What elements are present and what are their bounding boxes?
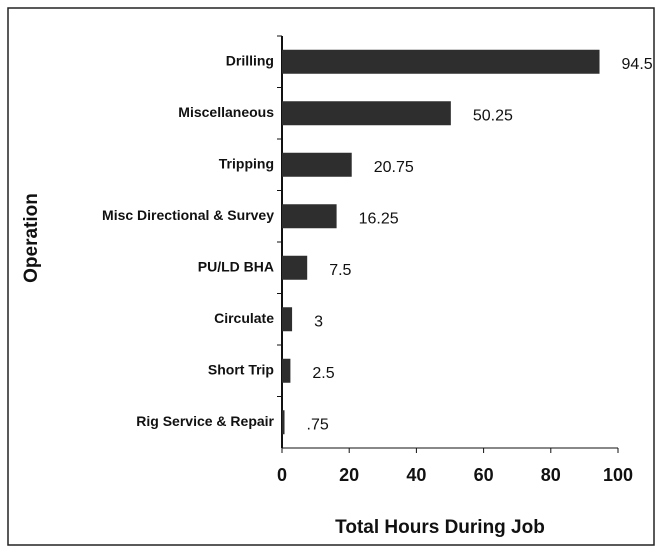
x-tick-label: 80 xyxy=(541,465,561,485)
y-tick-label: Tripping xyxy=(219,155,274,171)
value-label: 7.5 xyxy=(329,262,351,279)
x-tick-label: 0 xyxy=(277,465,287,485)
bar xyxy=(282,307,293,332)
chart-frame xyxy=(7,7,655,546)
value-label: 3 xyxy=(314,313,323,330)
value-label: 50.25 xyxy=(473,107,513,124)
bar xyxy=(282,101,451,126)
y-axis-title: Operation xyxy=(21,193,42,283)
x-tick-label: 60 xyxy=(474,465,494,485)
x-axis-title: Total Hours During Job xyxy=(335,517,545,538)
x-tick-label: 20 xyxy=(339,465,359,485)
bar xyxy=(282,358,291,383)
value-label: 2.5 xyxy=(312,365,334,382)
bar xyxy=(282,255,308,280)
value-label: 94.5 xyxy=(622,56,653,73)
y-tick-label: Drilling xyxy=(226,52,274,68)
bar xyxy=(282,204,337,229)
bar xyxy=(282,410,285,435)
x-tick-label: 100 xyxy=(603,465,633,485)
y-tick-label: Circulate xyxy=(214,310,274,326)
bar xyxy=(282,49,600,74)
y-tick-label: Rig Service & Repair xyxy=(136,413,274,429)
x-tick-label: 40 xyxy=(406,465,426,485)
y-tick-label: Miscellaneous xyxy=(178,104,274,120)
value-label: 20.75 xyxy=(374,159,414,176)
bar xyxy=(282,152,352,177)
y-tick-label: Short Trip xyxy=(208,361,274,377)
value-label: 16.25 xyxy=(359,210,399,227)
y-tick-label: Misc Directional & Survey xyxy=(102,207,274,223)
y-tick-label: PU/LD BHA xyxy=(198,258,274,274)
value-label: .75 xyxy=(307,416,329,433)
